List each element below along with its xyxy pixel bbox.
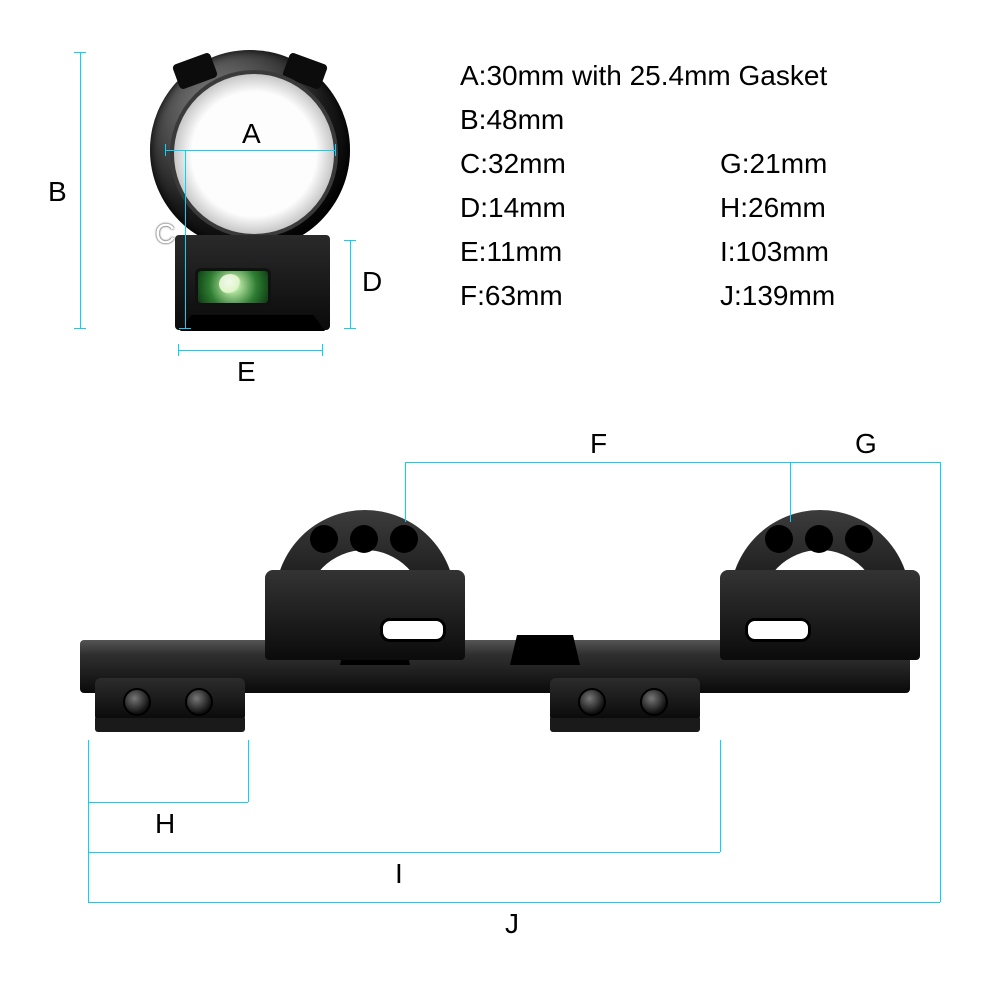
dim-tick <box>74 328 86 329</box>
dim-tick <box>179 328 191 329</box>
spec-C: C:32mm <box>460 148 566 180</box>
spec-I: I:103mm <box>720 236 829 268</box>
dim-label-B: B <box>48 178 67 206</box>
clamp-bolt <box>185 688 213 716</box>
spec-G: G:21mm <box>720 148 827 180</box>
rail-recess <box>510 635 580 665</box>
spec-B: B:48mm <box>460 104 564 136</box>
dim-tick <box>74 52 86 53</box>
clamp-foot <box>95 718 245 732</box>
dim-tick <box>178 344 179 356</box>
dim-line-D <box>350 240 351 328</box>
dim-label-D: D <box>362 268 382 296</box>
lightening-slot <box>745 618 811 642</box>
dim-line-C <box>185 150 186 328</box>
side-view-drawing <box>80 500 960 760</box>
dim-line-G <box>790 462 940 463</box>
clamp-right <box>550 678 700 722</box>
saddle-body <box>265 570 465 660</box>
dim-ext <box>790 462 791 522</box>
dim-tick <box>335 144 336 156</box>
dim-label-I: I <box>395 860 403 888</box>
dim-line-F <box>405 462 790 463</box>
clamp-bolt <box>578 688 606 716</box>
saddle-body <box>720 570 920 660</box>
dim-ext <box>248 740 249 802</box>
spec-D: D:14mm <box>460 192 566 224</box>
dim-label-J: J <box>505 910 519 938</box>
dovetail-slot <box>180 315 325 331</box>
clamp-left <box>95 678 245 722</box>
dim-ext <box>88 852 89 902</box>
dim-tick <box>179 150 191 151</box>
dim-line-B <box>80 52 81 328</box>
dim-ext <box>405 462 406 522</box>
dim-label-G: G <box>855 430 877 458</box>
dim-label-F: F <box>590 430 607 458</box>
dim-label-H: H <box>155 810 175 838</box>
spec-J: J:139mm <box>720 280 835 312</box>
ring-bore <box>170 70 338 238</box>
ring-top-holes <box>765 525 875 555</box>
clamp-bolt <box>640 688 668 716</box>
dim-tick <box>344 240 356 241</box>
ring-top-holes <box>310 525 420 555</box>
dim-tick <box>165 144 166 156</box>
dim-tick <box>322 344 323 356</box>
dim-tick <box>344 328 356 329</box>
spec-A: A:30mm with 25.4mm Gasket <box>460 60 827 92</box>
dim-label-C: C <box>155 220 175 248</box>
dim-ext <box>88 740 89 802</box>
dim-label-A: A <box>242 120 261 148</box>
clamp-foot <box>550 718 700 732</box>
dim-ext <box>88 802 89 852</box>
spec-E: E:11mm <box>460 236 562 268</box>
spec-H: H:26mm <box>720 192 826 224</box>
clamp-bolt <box>123 688 151 716</box>
spec-F: F:63mm <box>460 280 563 312</box>
front-view-drawing <box>120 50 380 340</box>
lightening-slot <box>380 618 446 642</box>
ring-saddle-left <box>265 510 465 660</box>
dim-line-E <box>178 350 322 351</box>
dim-ext <box>940 462 941 902</box>
dim-line-I <box>88 852 720 853</box>
bubble-level-bubble <box>219 274 241 294</box>
ring-saddle-right <box>720 510 920 660</box>
dim-line-H <box>88 802 248 803</box>
dim-ext <box>720 740 721 852</box>
dim-line-J <box>88 902 940 903</box>
dim-label-E: E <box>237 358 256 386</box>
